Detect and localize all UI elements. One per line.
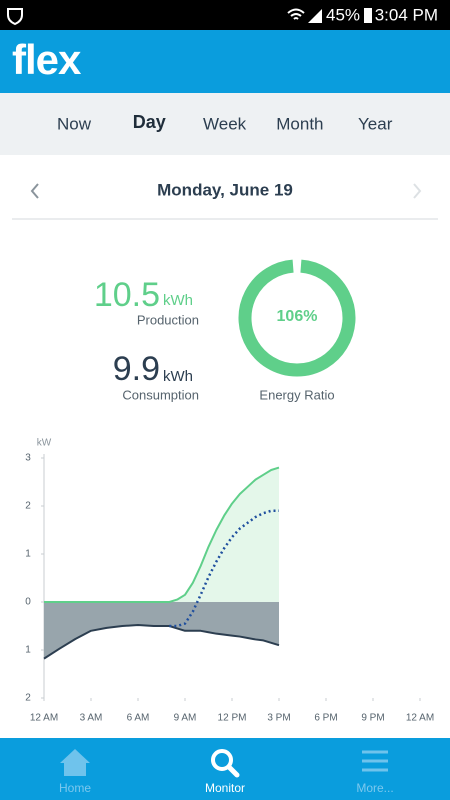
y-tick-label: 0 [25,597,31,608]
monitor-icon-handle [226,764,240,778]
y-tick-label: 2 [25,501,31,512]
y-tick-label: 2 [25,693,31,704]
tab[interactable]: Week [203,114,247,133]
consumption-label: Consumption [122,387,199,402]
area-fill [44,467,279,602]
status-icon [7,8,23,26]
tab[interactable]: Month [276,114,323,133]
status-bar [0,0,450,30]
area-fill [44,602,279,659]
consumption-value: 9.9 [113,350,160,388]
production-unit: kWh [163,292,193,309]
more-icon[interactable] [362,750,388,772]
production-value: 10.5 [94,276,160,314]
battery-icon [364,8,372,23]
x-tick-label: 12 AM [406,713,434,724]
next-day[interactable] [413,183,422,199]
signal-icon [308,9,322,23]
wifi-icon [287,8,305,20]
tab[interactable]: Year [358,114,393,133]
x-tick-label: 9 AM [174,713,197,724]
app-header [0,30,450,93]
ratio-ring [238,259,356,377]
tab[interactable]: Day [133,112,166,132]
production-label: Production [137,312,199,327]
logo: flex [12,36,82,83]
consumption-unit: kWh [163,368,193,385]
nav-item[interactable]: More... [356,781,393,795]
tab[interactable]: Now [57,114,92,133]
series-line [44,466,280,603]
monitor-icon[interactable] [211,749,233,771]
nav-item[interactable]: Home [59,781,91,795]
date-label: Monday, June 19 [157,180,293,199]
x-tick-label: 12 AM [30,713,58,724]
x-tick-label: 9 PM [361,713,384,724]
prev-day[interactable] [30,183,39,199]
x-tick-label: 12 PM [218,713,247,724]
clock: 3:04 PM [375,5,438,24]
series-line [169,509,279,628]
y-axis-label: kW [37,438,52,449]
home-icon[interactable] [60,749,90,776]
y-tick-label: 1 [25,549,31,560]
y-tick-label: 3 [25,453,31,464]
tab-bar [0,93,450,155]
ratio-caption: Energy Ratio [259,387,334,402]
battery-level: 45% [326,5,360,24]
x-tick-label: 3 AM [80,713,103,724]
nav-item[interactable]: Monitor [205,781,245,795]
y-tick-label: 1 [25,645,31,656]
series-line [43,624,280,660]
x-tick-label: 3 PM [267,713,290,724]
x-tick-label: 6 AM [127,713,150,724]
ratio-value: 106% [277,308,318,325]
x-tick-label: 6 PM [314,713,337,724]
